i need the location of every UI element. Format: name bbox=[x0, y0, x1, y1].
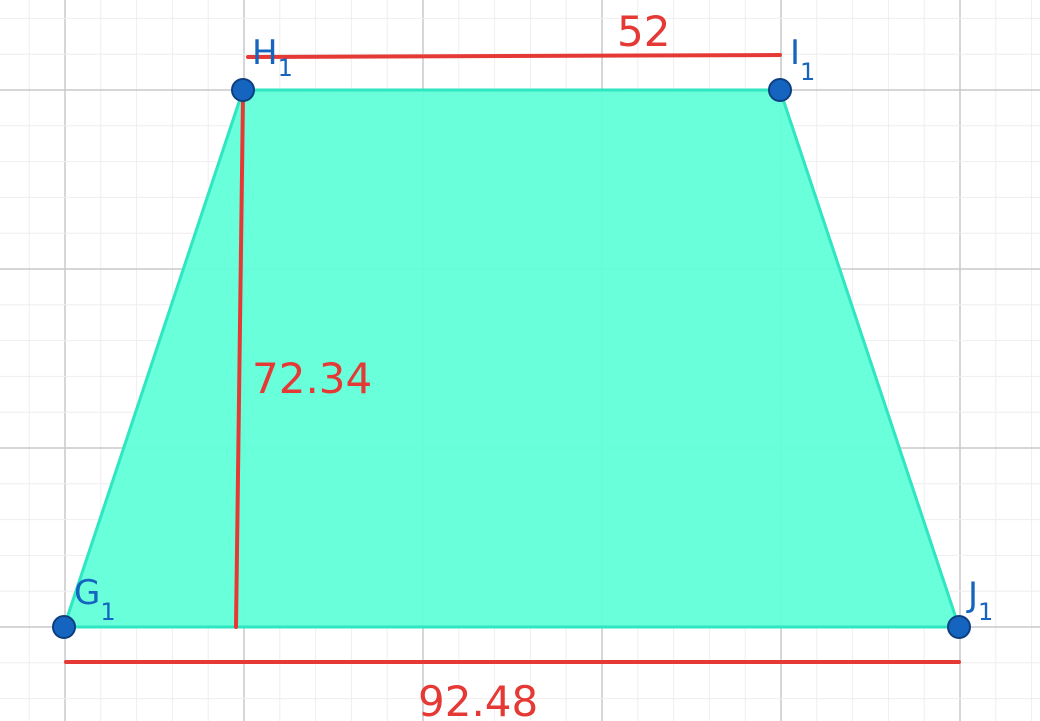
height-measure-line bbox=[234, 95, 245, 629]
label-j1: J1 bbox=[966, 575, 993, 626]
point-j1[interactable] bbox=[947, 615, 971, 639]
label-h1: H1 bbox=[252, 33, 293, 82]
point-h1[interactable] bbox=[231, 78, 255, 102]
top-measure-label: 52 bbox=[617, 7, 670, 56]
trapezoid-shape[interactable] bbox=[61, 88, 962, 629]
bottom-measure-label: 92.48 bbox=[418, 677, 538, 721]
point-g1[interactable] bbox=[52, 615, 76, 639]
label-i1: I1 bbox=[790, 33, 815, 86]
point-i1[interactable] bbox=[768, 78, 792, 102]
top-measure-line bbox=[246, 53, 782, 59]
height-measure-label: 72.34 bbox=[252, 354, 372, 403]
label-g1: G1 bbox=[74, 573, 116, 626]
